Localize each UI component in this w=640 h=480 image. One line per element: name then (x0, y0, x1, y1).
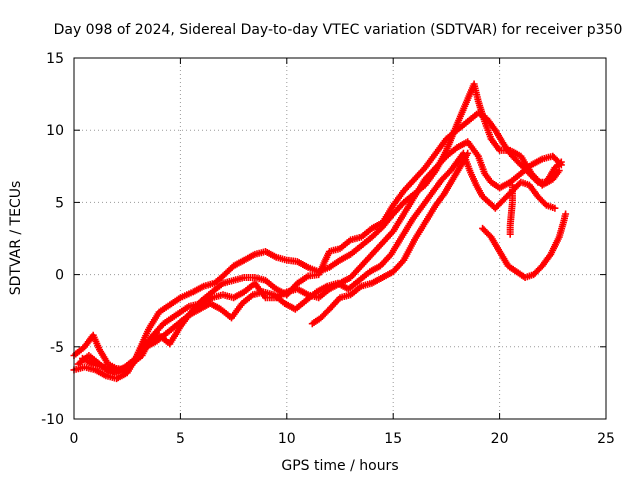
y-tick-label: 5 (55, 195, 64, 211)
plot-frame (73, 57, 607, 420)
x-tick-label: 0 (70, 431, 79, 447)
series-track-3 (74, 138, 565, 377)
x-tick-label: 10 (278, 431, 296, 447)
marker-trail (479, 181, 570, 281)
marker-trail (308, 149, 472, 328)
x-tick-label: 15 (384, 431, 402, 447)
chart-title: Day 098 of 2024, Sidereal Day-to-day VTE… (54, 22, 623, 38)
y-tick-label: -5 (50, 340, 64, 356)
y-tick-label: 10 (46, 123, 64, 139)
marker-trail (79, 149, 559, 377)
marker-trail (74, 138, 565, 377)
y-axis-label: SDTVAR / TECUs (8, 181, 24, 296)
data-points (70, 80, 570, 383)
y-tick-label: 15 (46, 51, 64, 67)
x-tick-label: 20 (491, 431, 509, 447)
series-track-6 (479, 181, 570, 281)
series-track-4 (79, 149, 559, 377)
x-tick-label: 5 (176, 431, 185, 447)
x-axis-label: GPS time / hours (281, 458, 398, 474)
series-track-5 (308, 149, 472, 328)
axis-ticks: 0 5 10 15 20 25 -10 -5 0 5 10 15 (41, 51, 615, 447)
y-tick-label: 0 (55, 268, 64, 284)
x-tick-label: 25 (597, 431, 615, 447)
grid (74, 58, 606, 419)
y-tick-label: -10 (41, 412, 64, 428)
